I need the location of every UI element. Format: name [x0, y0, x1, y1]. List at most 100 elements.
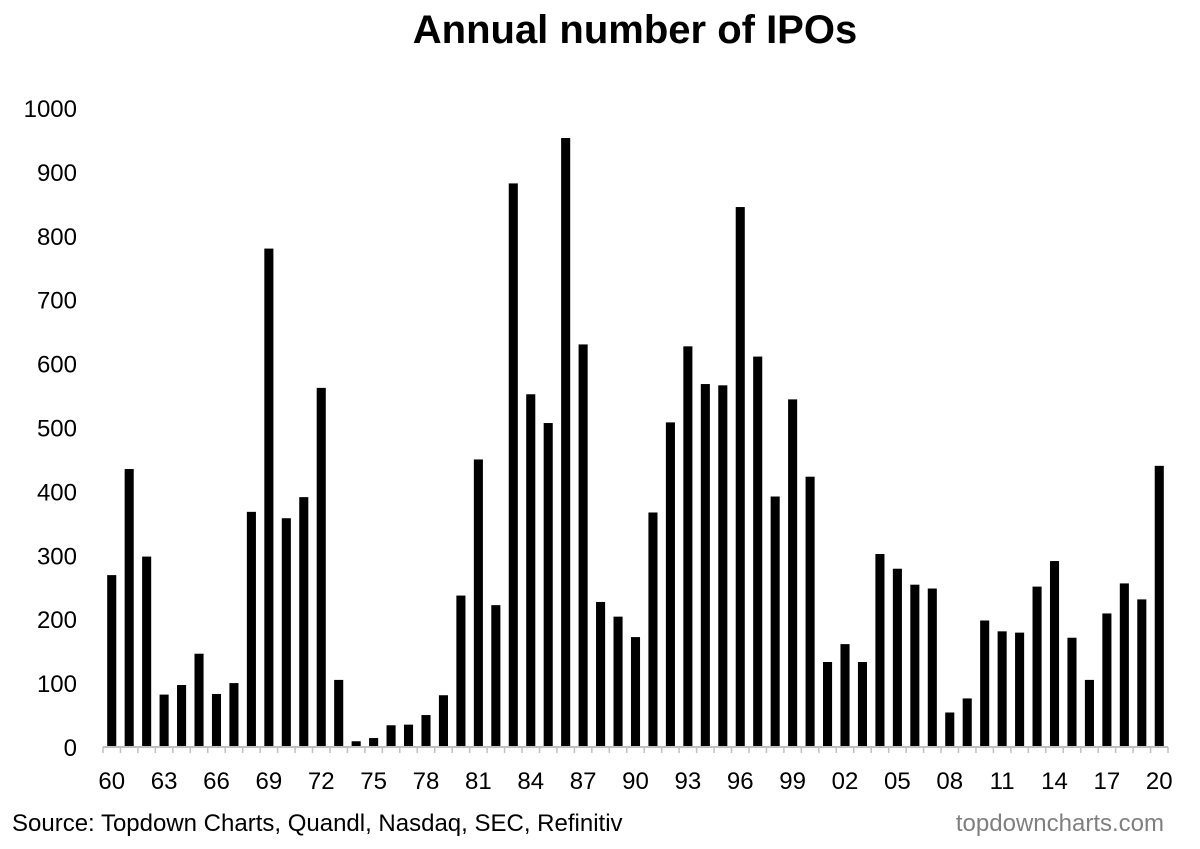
- bar-1963: [159, 694, 169, 747]
- bar-1990: [630, 637, 641, 747]
- bar-1983: [508, 183, 518, 747]
- bar-1960: [107, 575, 117, 747]
- y-tick-label: 600: [37, 352, 77, 379]
- x-tick-label: 11: [990, 768, 1015, 795]
- x-tick-label: 84: [517, 768, 544, 795]
- bar-1980: [456, 595, 466, 747]
- bar-1988: [596, 601, 606, 747]
- bar-1979: [438, 695, 448, 747]
- x-tick-label: 90: [622, 768, 649, 795]
- bar-2000: [805, 476, 815, 747]
- x-axis-tick-labels: 60 63 66 69 72 75 78 81 84 87 90 93 96 99 02 05 08 11 14 17…: [98, 768, 1172, 795]
- y-tick-label: 400: [37, 479, 77, 506]
- bar-2010: [980, 620, 990, 747]
- bar-2016: [1084, 679, 1094, 747]
- bar-1982: [491, 605, 501, 747]
- bar-1984: [526, 394, 536, 747]
- x-tick-label: 17: [1094, 768, 1121, 795]
- x-tick-label: 99: [779, 768, 806, 795]
- x-tick-label: 93: [675, 768, 702, 795]
- y-tick-label: 500: [37, 416, 77, 443]
- bar-1993: [683, 346, 693, 747]
- y-tick-label: 300: [37, 543, 77, 570]
- bar-2002: [840, 644, 850, 747]
- bar-1985: [543, 423, 553, 747]
- bar-1999: [788, 399, 798, 747]
- bar-1991: [648, 512, 658, 747]
- bar-1978: [421, 715, 431, 747]
- bar-2006: [910, 584, 920, 747]
- x-tick-label: 69: [256, 768, 283, 795]
- bar-2007: [927, 588, 937, 747]
- bar-1997: [753, 356, 763, 747]
- bar-1972: [316, 387, 326, 747]
- bar-1968: [246, 511, 256, 747]
- x-tick-label: 96: [727, 768, 754, 795]
- bar-1970: [281, 518, 291, 747]
- bar-2012: [1015, 632, 1025, 747]
- bar-2020: [1154, 465, 1164, 747]
- x-tick-label: 08: [936, 768, 963, 795]
- watermark: topdowncharts.com: [955, 810, 1164, 837]
- x-tick-label: 02: [832, 768, 859, 795]
- bar-1992: [665, 422, 675, 747]
- y-tick-label: 800: [37, 224, 77, 251]
- bar-1966: [211, 693, 222, 747]
- y-tick-label: 900: [37, 160, 77, 187]
- bar-2008: [945, 712, 955, 747]
- bar-2015: [1067, 637, 1077, 747]
- bar-1962: [142, 556, 152, 747]
- chart-title: Annual number of IPOs: [412, 8, 858, 52]
- bar-1996: [735, 207, 745, 748]
- bar-1964: [177, 685, 187, 747]
- y-tick-label: 700: [37, 288, 77, 315]
- x-tick-label: 81: [465, 768, 492, 795]
- y-tick-label: 100: [37, 671, 77, 698]
- bar-1987: [578, 344, 588, 747]
- bar-series: [107, 138, 1164, 748]
- bar-1961: [124, 469, 134, 747]
- bar-1998: [770, 496, 780, 747]
- bar-1981: [473, 459, 483, 747]
- bar-1989: [613, 616, 623, 747]
- bar-1975: [369, 738, 379, 747]
- bar-1967: [229, 683, 239, 747]
- bar-2014: [1049, 561, 1060, 747]
- source-note: Source: Topdown Charts, Quandl, Nasdaq, …: [12, 810, 623, 837]
- x-tick-label: 20: [1146, 768, 1173, 795]
- y-tick-label: 0: [64, 735, 77, 762]
- bar-2013: [1032, 586, 1042, 747]
- bar-1973: [334, 679, 344, 747]
- bar-1995: [718, 385, 728, 747]
- y-tick-label: 1000: [24, 96, 77, 123]
- y-axis-tick-labels: 0 100 200 300 400 500 600 700 800 900 1000: [24, 96, 77, 762]
- bar-1965: [194, 653, 204, 747]
- x-tick-label: 75: [360, 768, 387, 795]
- x-tick-label: 63: [151, 768, 178, 795]
- bar-1971: [299, 497, 309, 747]
- x-tick-label: 87: [570, 768, 597, 795]
- bar-1977: [403, 724, 414, 747]
- x-tick-label: 72: [308, 768, 335, 795]
- bar-2004: [875, 554, 885, 747]
- bar-2011: [997, 631, 1007, 747]
- bar-1974: [351, 741, 361, 747]
- bar-1986: [561, 138, 571, 747]
- bar-2018: [1119, 583, 1129, 747]
- bar-1969: [264, 248, 274, 747]
- bar-1994: [700, 384, 710, 747]
- bar-2017: [1102, 613, 1112, 747]
- bar-2005: [892, 568, 902, 747]
- x-tick-label: 14: [1041, 768, 1068, 795]
- bar-2009: [962, 698, 972, 747]
- x-axis: [102, 746, 1169, 753]
- y-tick-label: 200: [37, 607, 77, 634]
- x-tick-label: 66: [203, 768, 230, 795]
- bar-2001: [823, 662, 833, 747]
- x-tick-label: 60: [98, 768, 125, 795]
- bar-2019: [1137, 599, 1147, 747]
- bar-1976: [386, 725, 396, 747]
- bar-2003: [857, 662, 868, 747]
- x-tick-label: 78: [413, 768, 440, 795]
